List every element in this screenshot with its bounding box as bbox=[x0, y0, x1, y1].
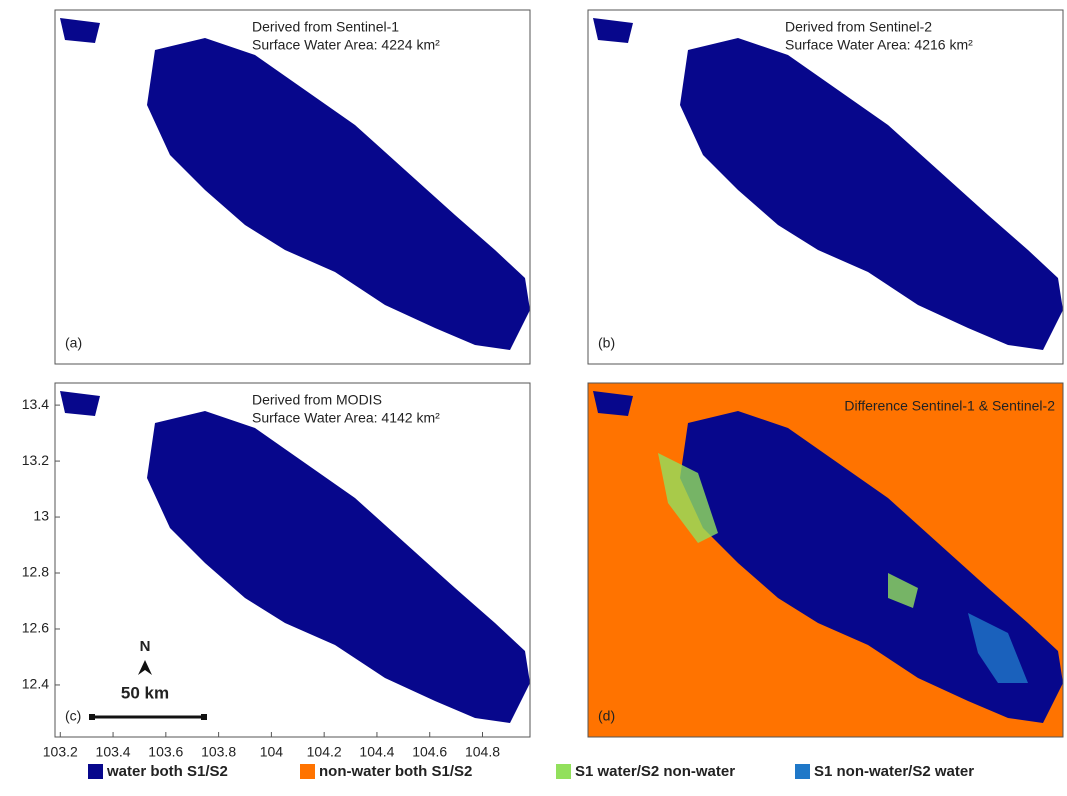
panel-label: (b) bbox=[598, 335, 615, 351]
map-panel: Derived from Sentinel-2 Surface Water Are… bbox=[588, 10, 1063, 364]
y-tick-label: 12.6 bbox=[22, 620, 49, 636]
legend-swatch bbox=[88, 764, 103, 779]
panel-subtitle: Surface Water Area: 4142 km² bbox=[252, 410, 440, 426]
panel-title: Derived from MODIS bbox=[252, 392, 382, 408]
panel-label: (c) bbox=[65, 708, 81, 724]
legend-label: S1 non-water/S2 water bbox=[814, 763, 974, 780]
legend-swatch bbox=[795, 764, 810, 779]
y-tick-label: 13.2 bbox=[22, 452, 49, 468]
panel-label: (d) bbox=[598, 708, 615, 724]
panel-title: Derived from Sentinel-1 bbox=[252, 19, 399, 35]
y-tick-label: 12.8 bbox=[22, 564, 49, 580]
scale-end bbox=[89, 714, 95, 720]
legend-swatch bbox=[556, 764, 571, 779]
scale-label: 50 km bbox=[121, 683, 169, 702]
legend-label: water both S1/S2 bbox=[106, 763, 228, 780]
panel-subtitle: Surface Water Area: 4224 km² bbox=[252, 37, 440, 53]
x-tick-label: 104 bbox=[260, 744, 284, 760]
panel-title: Derived from Sentinel-2 bbox=[785, 19, 932, 35]
y-tick-label: 13 bbox=[33, 508, 49, 524]
y-tick-label: 13.4 bbox=[22, 396, 49, 412]
x-tick-label: 104.6 bbox=[412, 744, 447, 760]
x-tick-label: 104.2 bbox=[307, 744, 342, 760]
x-tick-label: 103.8 bbox=[201, 744, 236, 760]
map-panel: Difference Sentinel-1 & Sentinel-2 (d) bbox=[588, 383, 1063, 737]
north-label: N bbox=[140, 638, 151, 655]
scale-end bbox=[201, 714, 207, 720]
figure: Derived from Sentinel-1 Surface Water Are… bbox=[0, 0, 1067, 791]
legend-label: non-water both S1/S2 bbox=[319, 763, 472, 780]
panel-title: Difference Sentinel-1 & Sentinel-2 bbox=[844, 398, 1055, 414]
x-tick-label: 103.2 bbox=[43, 744, 78, 760]
y-tick-label: 12.4 bbox=[22, 676, 49, 692]
panel-subtitle: Surface Water Area: 4216 km² bbox=[785, 37, 973, 53]
legend-label: S1 water/S2 non-water bbox=[575, 763, 735, 780]
map-panel: Derived from Sentinel-1 Surface Water Are… bbox=[55, 10, 530, 364]
x-tick-label: 103.4 bbox=[96, 744, 131, 760]
x-tick-label: 104.8 bbox=[465, 744, 500, 760]
legend-swatch bbox=[300, 764, 315, 779]
x-tick-label: 104.4 bbox=[359, 744, 394, 760]
panel-label: (a) bbox=[65, 335, 82, 351]
x-tick-label: 103.6 bbox=[148, 744, 183, 760]
